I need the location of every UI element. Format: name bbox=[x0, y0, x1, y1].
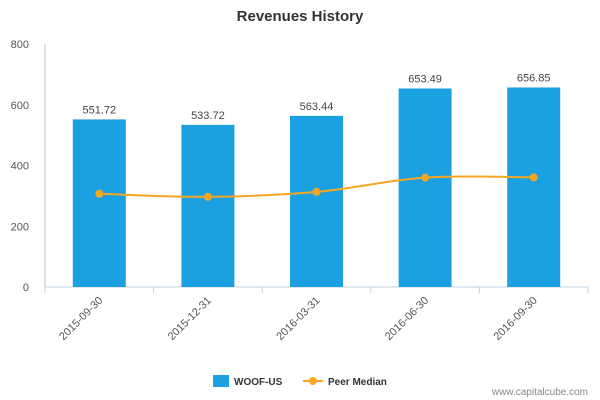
bar-value-label: 563.44 bbox=[300, 101, 334, 113]
bar-value-labels: 551.72 533.72 563.44 653.49 656.85 bbox=[82, 72, 550, 121]
x-tick-label: 2016-03-31 bbox=[274, 295, 322, 343]
chart-title: Revenues History bbox=[237, 8, 364, 25]
peer-median-point bbox=[95, 189, 104, 198]
legend-swatch-bar bbox=[213, 375, 229, 387]
legend-label: Peer Median bbox=[328, 377, 387, 388]
bar bbox=[72, 119, 126, 288]
y-tick-label: 200 bbox=[11, 221, 29, 233]
bar-value-label: 656.85 bbox=[517, 72, 551, 84]
bar-value-label: 533.72 bbox=[191, 110, 225, 122]
y-tick-label: 400 bbox=[11, 161, 29, 173]
credit-text: www.capitalcube.com bbox=[491, 387, 588, 398]
peer-median-point bbox=[203, 192, 212, 201]
x-tick-label: 2015-12-31 bbox=[166, 295, 214, 343]
peer-median-point bbox=[529, 173, 538, 182]
x-tick-label: 2015-09-30 bbox=[57, 295, 105, 343]
legend-swatch-marker bbox=[309, 377, 317, 385]
bar-series bbox=[72, 87, 561, 288]
x-tick-label: 2016-09-30 bbox=[492, 295, 540, 343]
legend: WOOF-US Peer Median bbox=[213, 375, 387, 388]
y-tick-label: 600 bbox=[11, 100, 29, 112]
peer-median-point bbox=[421, 173, 430, 182]
y-tick-label: 800 bbox=[11, 39, 29, 51]
bar-value-label: 551.72 bbox=[82, 104, 116, 116]
legend-label: WOOF-US bbox=[234, 377, 283, 388]
y-tick-label: 0 bbox=[23, 282, 29, 294]
x-tick-label: 2016-06-30 bbox=[383, 295, 431, 343]
bar bbox=[507, 87, 561, 287]
peer-median-series bbox=[95, 173, 538, 201]
peer-median-point bbox=[312, 187, 321, 196]
bar-value-label: 653.49 bbox=[408, 74, 442, 86]
bar bbox=[290, 115, 343, 287]
bar bbox=[181, 124, 235, 287]
bar bbox=[398, 88, 452, 287]
